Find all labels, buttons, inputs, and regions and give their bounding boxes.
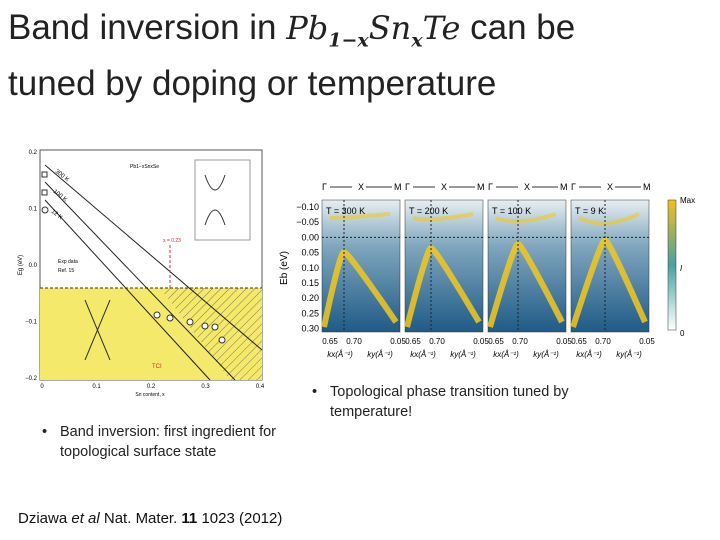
y-tick-label: 0.15: [301, 278, 319, 288]
colorbar-label: 0: [680, 329, 685, 338]
trend-line: [44, 164, 263, 351]
k-path-label: M: [394, 182, 402, 192]
trend-line: [44, 181, 236, 381]
cite-author: Dziawa: [18, 510, 72, 527]
y-tick-label: 0.30: [301, 324, 319, 334]
y-tick-label: −0.05: [296, 217, 319, 227]
colorbar: [667, 199, 677, 331]
title-text: Band inversion in: [8, 8, 287, 47]
formula-part: Te: [422, 9, 461, 47]
k-axis-label: ky(Å⁻¹): [367, 350, 393, 359]
colorbar-label: Max: [680, 196, 695, 205]
band: [412, 212, 474, 222]
k-tick-label: 0.05: [390, 337, 406, 346]
k-axis-label: ky(Å⁻¹): [533, 350, 559, 359]
formula-sub: x: [411, 29, 423, 52]
y-tick-label: 0.05: [301, 248, 319, 258]
panel-label: T = 300 K: [326, 206, 365, 216]
panel-label: T = 9 K: [575, 206, 604, 216]
k-path-label: X: [607, 182, 613, 192]
k-path-label: Γ: [571, 182, 576, 192]
title-text: can be: [460, 8, 576, 47]
x-tick-label: 0: [40, 384, 44, 390]
y-tick-label: −0.1: [25, 320, 38, 326]
inset: [194, 159, 251, 241]
hatched-region: [160, 288, 262, 380]
compound-label: Pb1−xSnxSe: [130, 164, 159, 170]
y-tick-label: −0.10: [296, 202, 319, 212]
k-axis-label: ky(Å⁻¹): [616, 350, 642, 359]
title-text: tuned by doping or temperature: [8, 64, 497, 104]
k-path-label: M: [560, 182, 568, 192]
k-tick-label: 0.05: [473, 337, 489, 346]
k-path-label: X: [358, 182, 364, 192]
k-path-label: M: [643, 182, 651, 192]
cite-etal: et al: [71, 510, 100, 527]
y-tick-label: 0.0: [29, 263, 38, 269]
y-axis-label: Eg (eV): [18, 255, 24, 275]
x-tick-label: 0.1: [92, 384, 101, 390]
k-axis-label: kx(Å⁻¹): [410, 350, 436, 359]
formula: Pb1−xSnxTe: [286, 9, 461, 51]
k-path-label: Γ: [405, 182, 410, 192]
y-tick-label: 0.00: [301, 232, 319, 242]
formula-part: Sn: [368, 9, 412, 47]
cite-rest: 1023 (2012): [197, 510, 283, 527]
k-path-label: M: [477, 182, 485, 192]
trend-line: [44, 199, 211, 381]
phase-label: TCI: [152, 364, 162, 370]
k-tick-label: 0.65: [488, 337, 504, 346]
k-tick-label: 0.65: [405, 337, 421, 346]
x-tick-label: 0.4: [256, 384, 265, 390]
formula-part: Pb: [286, 9, 329, 47]
bullet: Topological phase transition tuned by te…: [310, 382, 650, 422]
cite-volume: 11: [181, 510, 198, 527]
legend-entry: Exp data: [58, 259, 78, 265]
k-path-label: X: [524, 182, 530, 192]
legend-entry: Ref. 15: [58, 268, 74, 274]
citation: Dziawa et al Nat. Mater. 11 1023 (2012): [18, 510, 282, 527]
cite-journal: Nat. Mater.: [99, 510, 182, 527]
k-tick-label: 0.65: [322, 337, 338, 346]
band: [329, 212, 391, 220]
y-axis-label: Eb (eV): [279, 251, 290, 285]
k-tick-label: 0.05: [639, 337, 655, 346]
k-tick-label: 0.70: [429, 337, 445, 346]
marker-label: x = 0.23: [163, 238, 181, 244]
band: [578, 212, 640, 226]
k-tick-label: 0.05: [556, 337, 572, 346]
x-axis-label: Sn content, x: [135, 392, 165, 398]
formula-sub: 1−x: [328, 29, 369, 52]
panel-label: T = 200 K: [409, 206, 448, 216]
k-axis-label: kx(Å⁻¹): [493, 350, 519, 359]
inset-bands: [204, 174, 226, 226]
y-tick-label: 0.10: [301, 263, 319, 273]
panel-label: T = 100 K: [492, 206, 531, 216]
k-tick-label: 0.65: [571, 337, 587, 346]
inset-bands: [84, 299, 111, 361]
k-tick-label: 0.70: [595, 337, 611, 346]
k-path-label: X: [441, 182, 447, 192]
y-tick-label: 0.20: [301, 293, 319, 303]
k-path-label: Γ: [322, 182, 327, 192]
data-points: [41, 171, 226, 344]
x-tick-label: 0.2: [147, 384, 156, 390]
x-tick-label: 0.3: [201, 384, 210, 390]
k-axis-label: kx(Å⁻¹): [327, 350, 353, 359]
k-tick-label: 0.70: [512, 337, 528, 346]
k-axis-label: ky(Å⁻¹): [450, 350, 476, 359]
band: [495, 212, 557, 224]
bullet: Band inversion: first ingredient for top…: [40, 422, 300, 462]
k-axis-label: kx(Å⁻¹): [576, 350, 602, 359]
k-path-label: Γ: [488, 182, 493, 192]
y-tick-label: 0.25: [301, 308, 319, 318]
y-tick-label: 0.2: [29, 150, 38, 156]
y-tick-label: −0.2: [25, 376, 38, 382]
y-tick-label: 0.1: [29, 207, 38, 213]
colorbar-label: I: [680, 264, 683, 273]
k-tick-label: 0.70: [346, 337, 362, 346]
slide-title: Band inversion in Pb1−xSnxTe can be tuned…: [8, 6, 575, 106]
